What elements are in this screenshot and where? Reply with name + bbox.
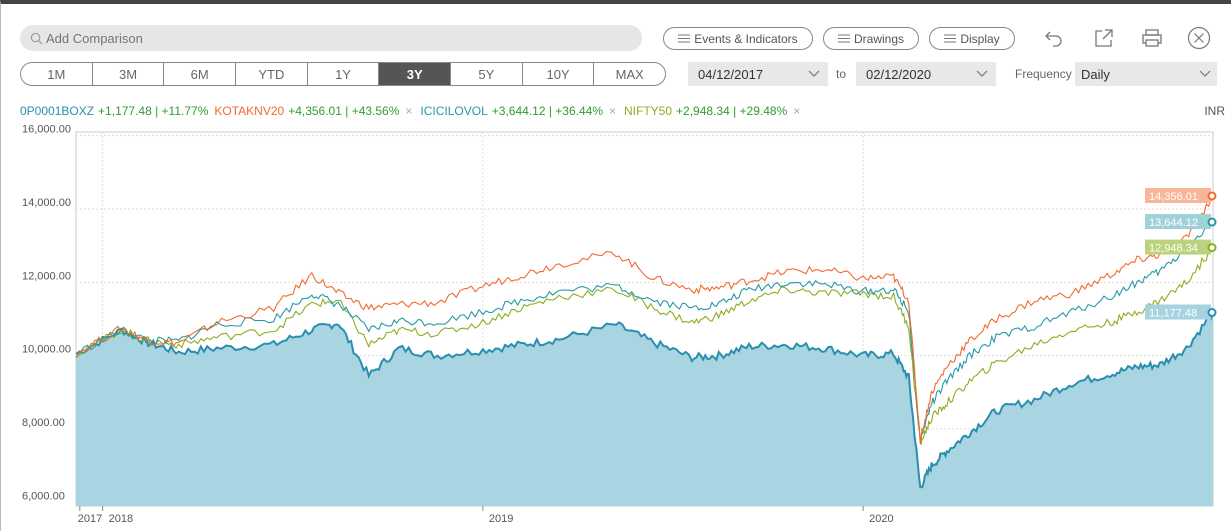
y-tick-label: 14,000.00 [22, 197, 71, 209]
period-3m[interactable]: 3M [93, 63, 165, 85]
legend-change: +2,948.34 | +29.48% [676, 104, 788, 118]
display-label: Display [960, 31, 1000, 46]
remove-series-icon[interactable]: × [405, 104, 413, 118]
end-date-value: 02/12/2020 [866, 66, 932, 82]
menu-icon [837, 34, 850, 43]
x-tick-label: 2019 [489, 513, 513, 525]
display-button[interactable]: Display [929, 27, 1015, 50]
external-link-icon [1095, 29, 1113, 47]
frequency-value: Daily [1081, 66, 1110, 82]
events-indicators-label: Events & Indicators [694, 31, 798, 46]
printer-icon [1142, 29, 1162, 47]
menu-icon [678, 34, 691, 43]
period-max[interactable]: MAX [615, 66, 644, 82]
end-value-label: 13,644.12 [1149, 217, 1198, 229]
legend-symbol[interactable]: NIFTY50 [624, 104, 673, 118]
period-selector: 1M 3M 6M YTD 1Y 3Y 5Y 10Y MAX [20, 62, 666, 86]
series-line-0p0001boxz[interactable] [75, 312, 1214, 489]
x-tick-label: 2020 [869, 513, 893, 525]
period-10y[interactable]: 10Y [523, 63, 595, 85]
chevron-down-icon [1199, 70, 1211, 77]
currency-label: INR [1204, 104, 1225, 118]
y-tick-label: 6,000.00 [22, 490, 65, 502]
frequency-label: Frequency [1015, 67, 1072, 81]
end-value-label: 11,177.48 [1149, 308, 1197, 320]
remove-series-icon[interactable]: × [793, 104, 801, 118]
add-comparison-input[interactable] [46, 30, 606, 46]
y-tick-label: 16,000.00 [22, 124, 71, 136]
end-point-marker [1207, 243, 1217, 253]
legend-change: +4,356.01 | +43.56% [288, 104, 400, 118]
drawings-button[interactable]: Drawings [823, 27, 919, 50]
start-date-value: 04/12/2017 [698, 66, 764, 82]
series-line-nifty50[interactable] [75, 247, 1214, 445]
legend-symbol[interactable]: KOTAKNV20 [214, 104, 285, 118]
print-button[interactable] [1138, 24, 1166, 52]
y-tick-label: 12,000.00 [22, 270, 71, 282]
events-indicators-button[interactable]: Events & Indicators [663, 27, 813, 50]
search-icon [30, 32, 43, 44]
end-value-box [1145, 239, 1211, 255]
menu-icon [944, 34, 957, 43]
end-point-marker [1207, 191, 1217, 201]
end-value-box [1145, 304, 1211, 320]
undo-icon [1045, 31, 1062, 47]
chevron-down-icon [976, 70, 988, 77]
period-3y[interactable]: 3Y [379, 63, 452, 85]
frequency-select[interactable]: Daily [1075, 62, 1217, 86]
performance-chart[interactable]: 16,000.00 14,000.00 12,000.00 10,000.00 8,00… [0, 120, 1231, 531]
date-range-separator: to [836, 67, 847, 81]
start-date-select[interactable]: 04/12/2017 [688, 62, 828, 86]
legend-change: +3,644.12 | +36.44% [491, 104, 603, 118]
legend-symbol[interactable]: 0P0001BOXZ [20, 104, 95, 118]
end-value-label: 14,356.01 [1149, 191, 1198, 203]
drawings-label: Drawings [853, 31, 904, 46]
end-date-select[interactable]: 02/12/2020 [856, 62, 996, 86]
period-5y[interactable]: 5Y [451, 63, 523, 85]
series-line-icicilovol[interactable] [75, 221, 1214, 441]
series-line-kotaknv20[interactable] [75, 195, 1214, 444]
period-ytd[interactable]: YTD [236, 63, 308, 85]
y-tick-label: 10,000.00 [22, 344, 71, 356]
series-legend: 0P0001BOXZ +1,177.48 | +11.77% KOTAKNV20 +4… [20, 104, 808, 118]
period-6m[interactable]: 6M [164, 63, 237, 85]
x-tick-label: 2018 [109, 513, 133, 525]
period-1y[interactable]: 1Y [308, 63, 380, 85]
y-tick-label: 8,000.00 [22, 417, 65, 429]
legend-change: +1,177.48 | +11.77% [98, 104, 209, 118]
undo-button[interactable] [1040, 24, 1068, 52]
popout-button[interactable] [1090, 24, 1118, 52]
close-icon [1187, 26, 1211, 50]
period-1m[interactable]: 1M [21, 63, 93, 85]
end-value-box [1145, 187, 1211, 203]
end-value-label: 12,948.34 [1149, 243, 1198, 255]
add-comparison-field[interactable] [20, 25, 642, 51]
x-tick-label: 2017 [78, 513, 102, 525]
end-point-marker [1207, 217, 1217, 227]
close-button[interactable] [1185, 24, 1213, 52]
remove-series-icon[interactable]: × [609, 104, 617, 118]
end-point-marker [1207, 308, 1217, 318]
end-value-box [1145, 214, 1211, 230]
chevron-down-icon [808, 70, 820, 77]
legend-symbol[interactable]: ICICILOVOL [420, 104, 488, 118]
